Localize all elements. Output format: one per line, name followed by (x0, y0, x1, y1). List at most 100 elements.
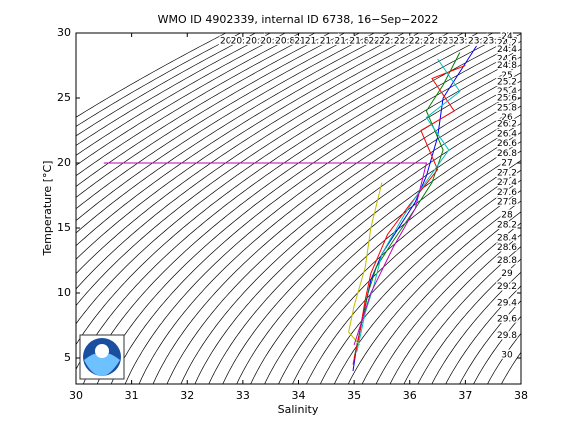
density-contour (76, 33, 419, 260)
contour-label: 25.4 (497, 87, 517, 97)
profile-line (356, 58, 461, 352)
contour-label: 21 (294, 37, 305, 47)
density-contour (76, 33, 479, 325)
contour-label: 26.6 (497, 139, 517, 149)
contour-label: 24 (501, 32, 513, 42)
contour-label: 24.8 (497, 61, 517, 71)
density-contour (124, 56, 521, 384)
y-tick-label: 30 (57, 26, 71, 39)
contour-label: 29 (501, 269, 513, 279)
contour-label: 30 (501, 350, 513, 360)
density-contour (76, 33, 508, 371)
density-contour (76, 33, 434, 275)
contour-label: 28.4 (497, 233, 517, 243)
profile-line (352, 65, 466, 365)
density-contour (375, 222, 521, 384)
y-tick-label: 5 (64, 351, 71, 364)
contour-label: 24.4 (497, 45, 517, 55)
contour-label: 29.2 (497, 282, 517, 292)
density-contour (431, 271, 521, 384)
x-tick-label: 34 (292, 389, 306, 402)
y-tick-label: 15 (57, 221, 71, 234)
profile-line (103, 162, 428, 346)
density-contour (222, 114, 521, 384)
x-tick-label: 31 (125, 389, 139, 402)
density-contour (347, 200, 521, 384)
density-contour (236, 123, 521, 384)
contour-label: 23.8 (498, 37, 518, 47)
contour-label: 20.4 (245, 37, 265, 47)
contour-label: 23.4 (468, 37, 488, 47)
density-contour (76, 33, 330, 187)
density-contour (278, 150, 521, 384)
density-contour (389, 234, 521, 384)
chart-title: WMO ID 4902339, internal ID 6738, 16−Sep… (158, 13, 439, 26)
density-contour (361, 211, 521, 384)
contour-label: 22.8 (424, 37, 444, 47)
density-contour (264, 141, 521, 384)
contour-label: 22.6 (409, 37, 429, 47)
contour-label: 27 (501, 159, 512, 169)
contour-label: 27.4 (497, 178, 517, 188)
contour-label: 27.6 (497, 188, 517, 198)
density-contour (445, 285, 521, 384)
contour-label: 29.6 (497, 315, 517, 325)
contour-label: 27.2 (497, 168, 517, 178)
density-contour (76, 33, 301, 166)
contour-label: 26 (501, 113, 513, 123)
contour-label: 21.6 (335, 37, 355, 47)
density-contour (76, 33, 375, 222)
contour-label: 20.6 (260, 37, 280, 47)
density-contour (76, 33, 271, 146)
contour-label: 25.8 (497, 103, 517, 113)
density-contour (82, 33, 521, 384)
density-contour (76, 33, 286, 156)
contour-label: 26.2 (497, 120, 517, 130)
density-contour (333, 190, 521, 384)
density-contour (76, 33, 405, 247)
profile-line (348, 182, 383, 346)
contour-label: 26.8 (497, 149, 517, 159)
contour-label: 20.2 (231, 37, 251, 47)
contour-label: 22.4 (394, 37, 414, 47)
contour-label: 29.4 (497, 298, 517, 308)
density-contour (76, 33, 226, 118)
x-tick-label: 38 (514, 389, 528, 402)
contour-label: 26.4 (497, 129, 517, 139)
contour-label: 25.6 (497, 94, 517, 104)
y-tick-label: 20 (57, 156, 71, 169)
y-tick-label: 25 (57, 91, 71, 104)
density-contour (76, 33, 494, 346)
contour-label: 22 (369, 37, 380, 47)
density-contour (76, 33, 464, 307)
contour-label: 29.8 (497, 331, 517, 341)
y-tick-label: 10 (57, 286, 71, 299)
contour-label: 21.4 (320, 37, 340, 47)
density-contour (250, 132, 521, 384)
density-contour (110, 48, 521, 384)
density-contour (459, 300, 521, 384)
density-contour (76, 33, 316, 177)
noaa-logo (79, 334, 125, 380)
contour-label: 21.8 (349, 37, 369, 47)
contour-label: 20.8 (275, 37, 295, 47)
contour-label: 23.2 (453, 37, 473, 47)
contours (76, 33, 521, 384)
contour-label: 28.2 (497, 220, 517, 230)
x-tick-label: 32 (180, 389, 194, 402)
contour-label: 23.6 (483, 37, 503, 47)
density-contour (306, 169, 521, 384)
density-contour (180, 88, 521, 384)
contour-label: 22.2 (379, 37, 399, 47)
density-contour (417, 258, 521, 384)
contour-label: 28.6 (497, 243, 517, 253)
density-contour (76, 33, 256, 137)
x-tick-label: 37 (458, 389, 472, 402)
contour-label: 24.2 (497, 38, 517, 48)
contour-label: 28.8 (497, 256, 517, 266)
density-contour (319, 179, 521, 384)
contour-label: 20 (220, 37, 232, 47)
contour-label: 24.6 (497, 55, 517, 65)
x-tick-label: 35 (347, 389, 361, 402)
